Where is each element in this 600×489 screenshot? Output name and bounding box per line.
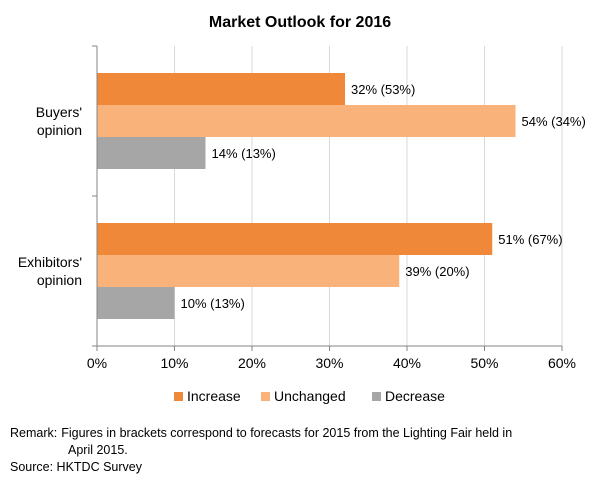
source-note: Source: HKTDC Survey	[10, 460, 142, 474]
x-tick-label: 0%	[87, 355, 107, 371]
legend-label-increase: Increase	[187, 388, 241, 404]
data-label: 14% (13%)	[212, 146, 276, 161]
x-tick-label: 20%	[238, 355, 266, 371]
legend-label-decrease: Decrease	[385, 388, 445, 404]
category-label: Exhibitors' opinion	[18, 254, 82, 288]
x-tick-label: 10%	[160, 355, 188, 371]
legend-swatch-increase	[174, 392, 183, 401]
remark-text-line2: April 2015.	[68, 443, 128, 457]
remark-label: Remark:	[10, 426, 58, 440]
data-label: 32% (53%)	[351, 82, 415, 97]
x-tick-label: 30%	[315, 355, 343, 371]
x-tick-label: 40%	[393, 355, 421, 371]
market-outlook-chart: Market Outlook for 2016 0% 10% 20% 30% 40% 50…	[18, 14, 586, 404]
legend-swatch-decrease	[372, 392, 381, 401]
chart-title: Market Outlook for 2016	[209, 14, 391, 31]
legend-label-unchanged: Unchanged	[274, 388, 346, 404]
data-label: 54% (34%)	[522, 114, 586, 129]
chart-footer: Remark: Figures in brackets correspond t…	[10, 425, 595, 476]
category-label: Buyers' opinion	[36, 104, 82, 138]
bar-decrease-2	[97, 287, 175, 319]
data-label: 51% (67%)	[498, 232, 562, 247]
bar-unchanged-2	[97, 255, 400, 287]
data-label: 39% (20%)	[405, 264, 469, 279]
x-tick-label: 60%	[548, 355, 576, 371]
bar-unchanged-1	[97, 105, 516, 137]
x-tick-label: 50%	[470, 355, 498, 371]
data-label: 10% (13%)	[181, 296, 245, 311]
bar-increase-1	[97, 73, 345, 105]
bar-decrease-1	[97, 137, 206, 169]
legend-swatch-unchanged	[261, 392, 270, 401]
bar-increase-2	[97, 223, 493, 255]
remark-text-line1: Figures in brackets correspond to foreca…	[61, 426, 513, 440]
